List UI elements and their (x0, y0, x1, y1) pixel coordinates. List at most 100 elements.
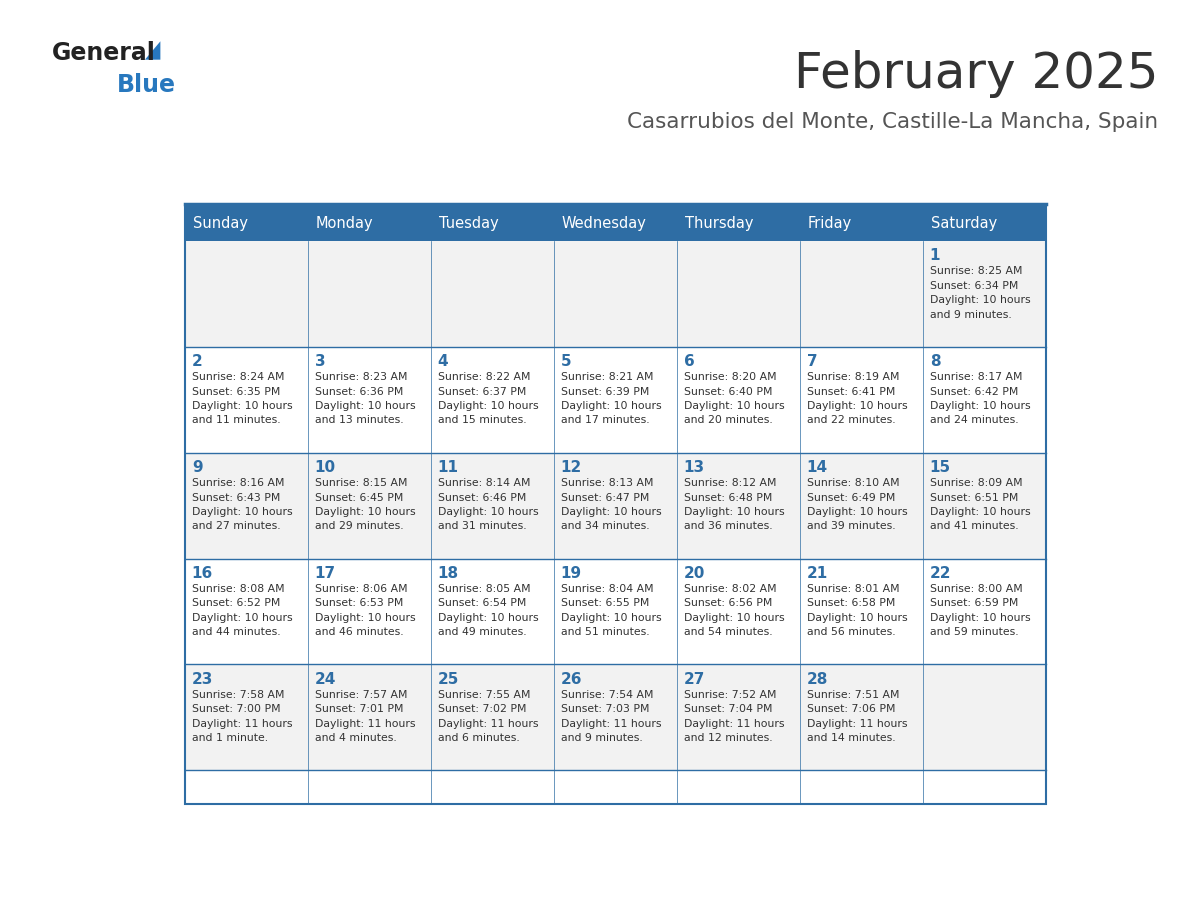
Text: 28: 28 (807, 672, 828, 687)
Text: 17: 17 (315, 565, 336, 581)
Bar (801, 453, 923, 558)
Bar (555, 347, 677, 453)
Text: 5: 5 (561, 353, 571, 369)
Bar (801, 207, 923, 241)
Text: Sunrise: 7:57 AM
Sunset: 7:01 PM
Daylight: 11 hours
and 4 minutes.: Sunrise: 7:57 AM Sunset: 7:01 PM Dayligh… (315, 690, 416, 744)
Bar (309, 453, 431, 558)
Text: Sunrise: 8:24 AM
Sunset: 6:35 PM
Daylight: 10 hours
and 11 minutes.: Sunrise: 8:24 AM Sunset: 6:35 PM Dayligh… (191, 373, 292, 425)
Text: 25: 25 (437, 672, 459, 687)
Text: Sunrise: 8:08 AM
Sunset: 6:52 PM
Daylight: 10 hours
and 44 minutes.: Sunrise: 8:08 AM Sunset: 6:52 PM Dayligh… (191, 584, 292, 637)
Bar (923, 665, 1047, 770)
Bar (677, 558, 801, 665)
Text: 8: 8 (930, 353, 940, 369)
Text: Sunrise: 7:55 AM
Sunset: 7:02 PM
Daylight: 11 hours
and 6 minutes.: Sunrise: 7:55 AM Sunset: 7:02 PM Dayligh… (437, 690, 538, 744)
Bar (431, 347, 555, 453)
Text: Sunrise: 8:14 AM
Sunset: 6:46 PM
Daylight: 10 hours
and 31 minutes.: Sunrise: 8:14 AM Sunset: 6:46 PM Dayligh… (437, 478, 538, 532)
Text: February 2025: February 2025 (794, 50, 1158, 98)
Text: Thursday: Thursday (684, 217, 753, 231)
Bar (923, 207, 1047, 241)
Text: 1: 1 (930, 248, 940, 263)
Text: 10: 10 (315, 460, 336, 475)
Bar (309, 241, 431, 347)
Text: Sunrise: 8:25 AM
Sunset: 6:34 PM
Daylight: 10 hours
and 9 minutes.: Sunrise: 8:25 AM Sunset: 6:34 PM Dayligh… (930, 266, 1030, 319)
Text: 27: 27 (683, 672, 704, 687)
Text: Sunrise: 8:00 AM
Sunset: 6:59 PM
Daylight: 10 hours
and 59 minutes.: Sunrise: 8:00 AM Sunset: 6:59 PM Dayligh… (930, 584, 1030, 637)
Text: 13: 13 (683, 460, 704, 475)
Text: 18: 18 (437, 565, 459, 581)
Bar (309, 347, 431, 453)
Bar (185, 241, 309, 347)
Text: Sunrise: 8:09 AM
Sunset: 6:51 PM
Daylight: 10 hours
and 41 minutes.: Sunrise: 8:09 AM Sunset: 6:51 PM Dayligh… (930, 478, 1030, 532)
Text: 12: 12 (561, 460, 582, 475)
Bar (309, 665, 431, 770)
Bar (185, 347, 309, 453)
Text: 14: 14 (807, 460, 828, 475)
Bar (555, 665, 677, 770)
Bar (677, 347, 801, 453)
Bar (431, 207, 555, 241)
Bar (801, 241, 923, 347)
Text: 11: 11 (437, 460, 459, 475)
Bar (431, 241, 555, 347)
Text: 21: 21 (807, 565, 828, 581)
Text: Sunrise: 8:05 AM
Sunset: 6:54 PM
Daylight: 10 hours
and 49 minutes.: Sunrise: 8:05 AM Sunset: 6:54 PM Dayligh… (437, 584, 538, 637)
Text: 24: 24 (315, 672, 336, 687)
Text: Casarrubios del Monte, Castille-La Mancha, Spain: Casarrubios del Monte, Castille-La Manch… (627, 112, 1158, 132)
Text: Sunrise: 8:21 AM
Sunset: 6:39 PM
Daylight: 10 hours
and 17 minutes.: Sunrise: 8:21 AM Sunset: 6:39 PM Dayligh… (561, 373, 662, 425)
Bar (185, 207, 1047, 804)
Text: 22: 22 (930, 565, 952, 581)
Bar (309, 558, 431, 665)
Text: Sunrise: 8:04 AM
Sunset: 6:55 PM
Daylight: 10 hours
and 51 minutes.: Sunrise: 8:04 AM Sunset: 6:55 PM Dayligh… (561, 584, 662, 637)
Text: Friday: Friday (808, 217, 852, 231)
Text: 19: 19 (561, 565, 582, 581)
Text: Tuesday: Tuesday (438, 217, 499, 231)
Bar (185, 665, 309, 770)
Text: 15: 15 (930, 460, 950, 475)
Text: Sunrise: 7:52 AM
Sunset: 7:04 PM
Daylight: 11 hours
and 12 minutes.: Sunrise: 7:52 AM Sunset: 7:04 PM Dayligh… (683, 690, 784, 744)
Bar (677, 241, 801, 347)
Bar (923, 558, 1047, 665)
Bar (185, 207, 309, 241)
Bar (923, 347, 1047, 453)
Text: Sunrise: 8:15 AM
Sunset: 6:45 PM
Daylight: 10 hours
and 29 minutes.: Sunrise: 8:15 AM Sunset: 6:45 PM Dayligh… (315, 478, 416, 532)
Text: Wednesday: Wednesday (562, 217, 646, 231)
Bar (677, 453, 801, 558)
Text: Sunrise: 8:20 AM
Sunset: 6:40 PM
Daylight: 10 hours
and 20 minutes.: Sunrise: 8:20 AM Sunset: 6:40 PM Dayligh… (683, 373, 784, 425)
Text: Sunrise: 8:01 AM
Sunset: 6:58 PM
Daylight: 10 hours
and 56 minutes.: Sunrise: 8:01 AM Sunset: 6:58 PM Dayligh… (807, 584, 908, 637)
Bar (555, 558, 677, 665)
Text: Sunrise: 8:22 AM
Sunset: 6:37 PM
Daylight: 10 hours
and 15 minutes.: Sunrise: 8:22 AM Sunset: 6:37 PM Dayligh… (437, 373, 538, 425)
Text: Sunrise: 7:58 AM
Sunset: 7:00 PM
Daylight: 11 hours
and 1 minute.: Sunrise: 7:58 AM Sunset: 7:00 PM Dayligh… (191, 690, 292, 744)
Text: Sunrise: 8:19 AM
Sunset: 6:41 PM
Daylight: 10 hours
and 22 minutes.: Sunrise: 8:19 AM Sunset: 6:41 PM Dayligh… (807, 373, 908, 425)
Text: Sunrise: 8:16 AM
Sunset: 6:43 PM
Daylight: 10 hours
and 27 minutes.: Sunrise: 8:16 AM Sunset: 6:43 PM Dayligh… (191, 478, 292, 532)
Text: 7: 7 (807, 353, 817, 369)
Text: Sunrise: 7:51 AM
Sunset: 7:06 PM
Daylight: 11 hours
and 14 minutes.: Sunrise: 7:51 AM Sunset: 7:06 PM Dayligh… (807, 690, 908, 744)
Bar (555, 241, 677, 347)
Text: Saturday: Saturday (930, 217, 997, 231)
Bar (801, 347, 923, 453)
Bar (431, 453, 555, 558)
Text: 6: 6 (683, 353, 695, 369)
Bar (185, 453, 309, 558)
Bar (801, 665, 923, 770)
Text: 23: 23 (191, 672, 213, 687)
Bar (431, 665, 555, 770)
Bar (431, 558, 555, 665)
Bar (555, 453, 677, 558)
Text: 2: 2 (191, 353, 202, 369)
Text: 20: 20 (683, 565, 704, 581)
Text: Sunrise: 7:54 AM
Sunset: 7:03 PM
Daylight: 11 hours
and 9 minutes.: Sunrise: 7:54 AM Sunset: 7:03 PM Dayligh… (561, 690, 662, 744)
Bar (923, 453, 1047, 558)
Text: Blue: Blue (116, 73, 176, 96)
Bar (677, 207, 801, 241)
Text: Sunrise: 8:02 AM
Sunset: 6:56 PM
Daylight: 10 hours
and 54 minutes.: Sunrise: 8:02 AM Sunset: 6:56 PM Dayligh… (683, 584, 784, 637)
Bar (801, 558, 923, 665)
Text: Sunrise: 8:12 AM
Sunset: 6:48 PM
Daylight: 10 hours
and 36 minutes.: Sunrise: 8:12 AM Sunset: 6:48 PM Dayligh… (683, 478, 784, 532)
Text: 9: 9 (191, 460, 202, 475)
Text: General: General (52, 41, 156, 65)
Text: Sunday: Sunday (192, 217, 247, 231)
Text: Sunrise: 8:10 AM
Sunset: 6:49 PM
Daylight: 10 hours
and 39 minutes.: Sunrise: 8:10 AM Sunset: 6:49 PM Dayligh… (807, 478, 908, 532)
Text: Sunrise: 8:13 AM
Sunset: 6:47 PM
Daylight: 10 hours
and 34 minutes.: Sunrise: 8:13 AM Sunset: 6:47 PM Dayligh… (561, 478, 662, 532)
Text: 26: 26 (561, 672, 582, 687)
Bar (923, 241, 1047, 347)
Text: Sunrise: 8:17 AM
Sunset: 6:42 PM
Daylight: 10 hours
and 24 minutes.: Sunrise: 8:17 AM Sunset: 6:42 PM Dayligh… (930, 373, 1030, 425)
